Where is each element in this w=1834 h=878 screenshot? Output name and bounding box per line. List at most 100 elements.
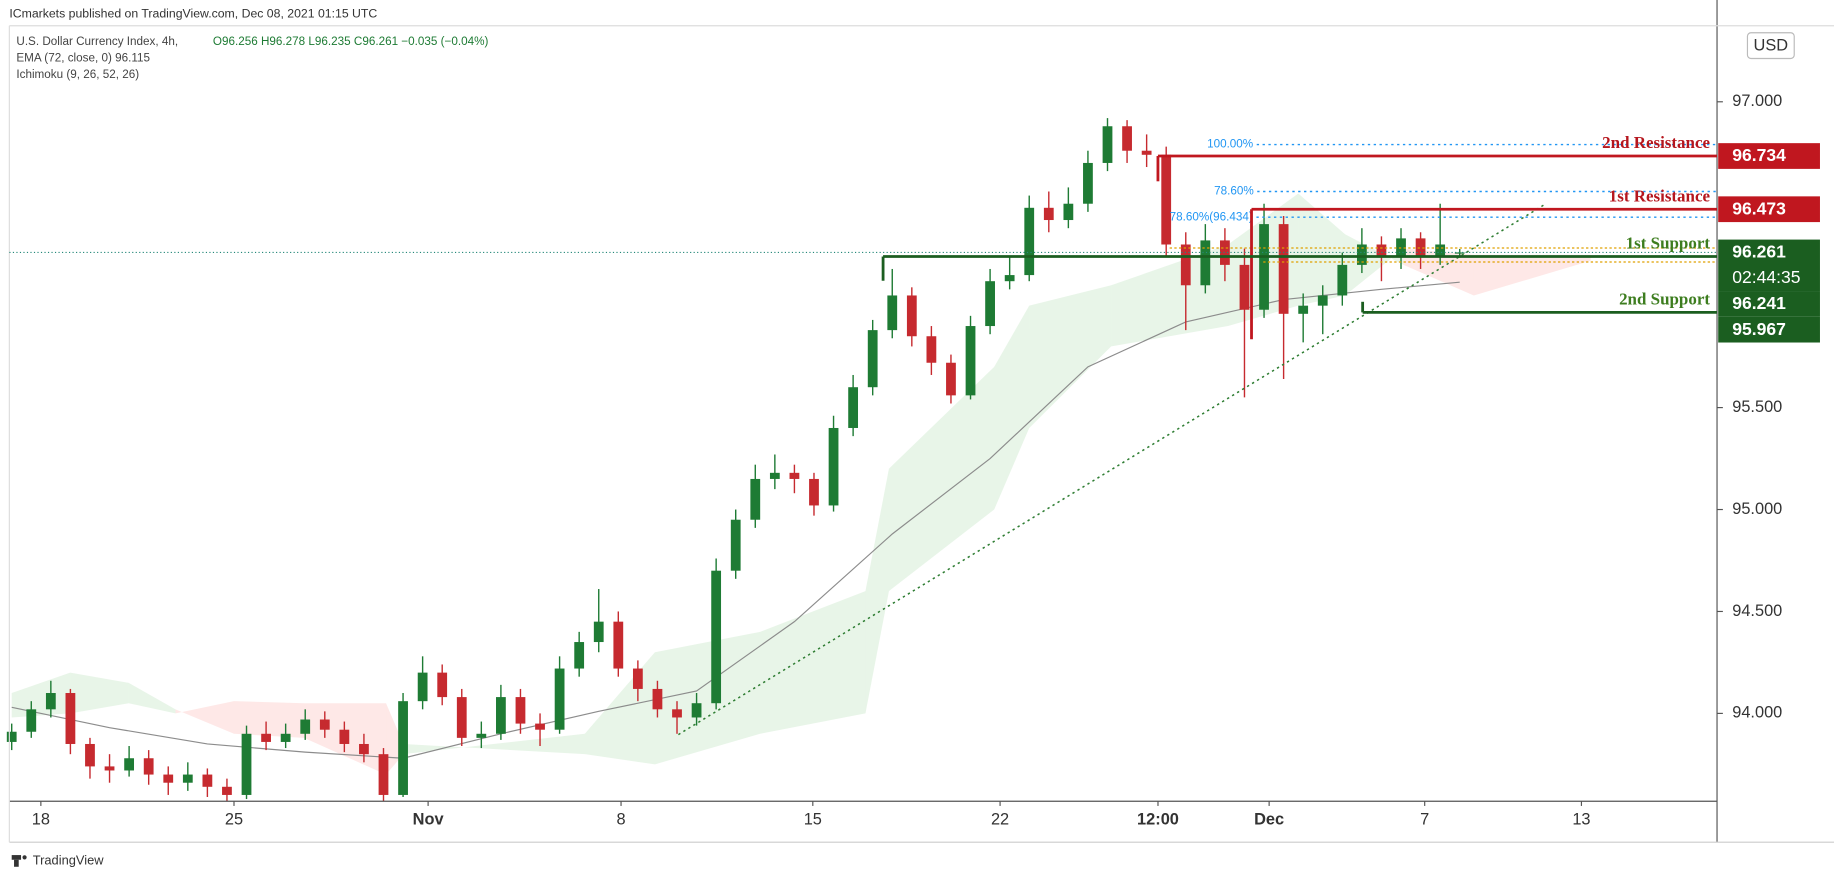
candle-body [1337, 264, 1348, 296]
candle-body [1122, 126, 1132, 151]
candle-body [124, 758, 135, 771]
price-label-box [1718, 291, 1820, 317]
y-tick-label: 95.500 [1732, 398, 1782, 416]
currency[interactable]: USD [1754, 37, 1789, 55]
ichimoku-cloud [888, 366, 995, 592]
price-label-box [1718, 143, 1820, 169]
candle-body [65, 693, 76, 744]
candle-body [437, 672, 448, 698]
candle-body [1259, 224, 1269, 310]
candle-body [359, 743, 369, 755]
candle-body [398, 701, 408, 795]
ichimoku-legend: Ichimoku (9, 26, 52, 26) [16, 68, 139, 81]
ichimoku-cloud [1111, 244, 1229, 347]
fib-label: 78.60%(96.434) [1170, 210, 1253, 223]
candle-body [574, 642, 585, 669]
level-annotation: 2nd Support [1619, 290, 1710, 309]
candle-body [985, 281, 995, 327]
candle-body [222, 786, 232, 795]
x-tick-label: 15 [804, 810, 822, 828]
level-annotation: 2nd Resistance [1602, 133, 1710, 152]
ichimoku-cloud [403, 733, 585, 755]
y-tick-label: 94.000 [1732, 704, 1782, 722]
candle-body [1063, 203, 1074, 221]
candle-body [1004, 275, 1015, 282]
candle-body [378, 754, 389, 795]
candle-body [45, 693, 56, 710]
candle-body [554, 668, 565, 730]
x-tick-label: 22 [991, 810, 1009, 828]
candle-body [691, 703, 702, 718]
candle-body [613, 621, 624, 669]
candle-body [1220, 240, 1230, 265]
x-tick-label: Nov [413, 810, 445, 828]
candle-body [6, 731, 17, 742]
candle-body [1435, 244, 1446, 257]
price-label-box [1718, 196, 1820, 223]
candle-body [1180, 244, 1191, 286]
y-tick-label: 95.000 [1732, 500, 1782, 518]
x-tick-label: 25 [225, 810, 243, 828]
candle-body [26, 709, 37, 732]
candle-body [1356, 244, 1367, 265]
candle-body [202, 774, 213, 787]
currency-box[interactable] [1746, 32, 1795, 60]
candle-body [476, 733, 487, 738]
price-label: 96.241 [1732, 293, 1786, 313]
countdown: 02:44:35 [1732, 267, 1800, 287]
logo-part [22, 855, 27, 860]
candle-body [887, 295, 898, 331]
price-label: 95.967 [1732, 319, 1786, 339]
fib-label: 100.00% [1207, 138, 1253, 151]
candle-body [1278, 224, 1289, 314]
candle-body [1376, 244, 1387, 257]
candle-body [1200, 240, 1211, 286]
candle-body [789, 472, 800, 479]
ohlc: O96.256 H96.278 L96.235 C96.261 −0.035 (… [213, 35, 489, 48]
x-tick-label: 18 [32, 810, 50, 828]
price-label-box [1718, 239, 1820, 292]
brand: TradingView [33, 852, 104, 867]
price-pane [6, 118, 1591, 802]
ichimoku-cloud [128, 682, 176, 714]
candle-body [1024, 207, 1035, 276]
candle-body [1239, 264, 1250, 310]
candle-body [535, 723, 545, 730]
ichimoku-cloud [865, 468, 889, 714]
candle-body [1141, 150, 1152, 155]
x-tick-label: 12:00 [1137, 810, 1179, 828]
y-tick-label: 97.000 [1732, 92, 1782, 110]
candle-body [104, 766, 115, 771]
ichimoku-cloud [233, 701, 305, 738]
ichimoku-cloud [1473, 254, 1591, 296]
candle-body [750, 478, 761, 520]
candle-body [515, 697, 526, 724]
candle-body [496, 697, 506, 734]
price-label: 96.734 [1732, 145, 1786, 165]
ichimoku-cloud [1298, 193, 1346, 306]
candle-body [965, 326, 976, 396]
candle-body [1161, 154, 1172, 245]
candle-body [1043, 207, 1054, 221]
candle-body [163, 774, 174, 783]
candle-body [319, 719, 330, 730]
fib-label: 78.60% [1214, 185, 1254, 198]
ichimoku-cloud [994, 305, 1030, 510]
candle-body [1102, 126, 1113, 163]
x-tick-label: Dec [1254, 810, 1284, 828]
price-label-box [1718, 316, 1820, 343]
ema-line [11, 281, 1460, 759]
candle-body [1298, 305, 1309, 314]
candle-body [280, 733, 291, 742]
candle-body [672, 709, 682, 718]
candle-body [339, 729, 350, 744]
y-tick-label: 94.500 [1732, 602, 1782, 620]
candle-body [261, 733, 271, 742]
candle-body [946, 362, 956, 396]
candle-body [1415, 238, 1426, 257]
publisher: ICmarkets published on TradingView.com, … [9, 6, 377, 20]
candle-body [456, 697, 467, 738]
candle-body [769, 472, 780, 479]
candle-body [809, 478, 819, 506]
